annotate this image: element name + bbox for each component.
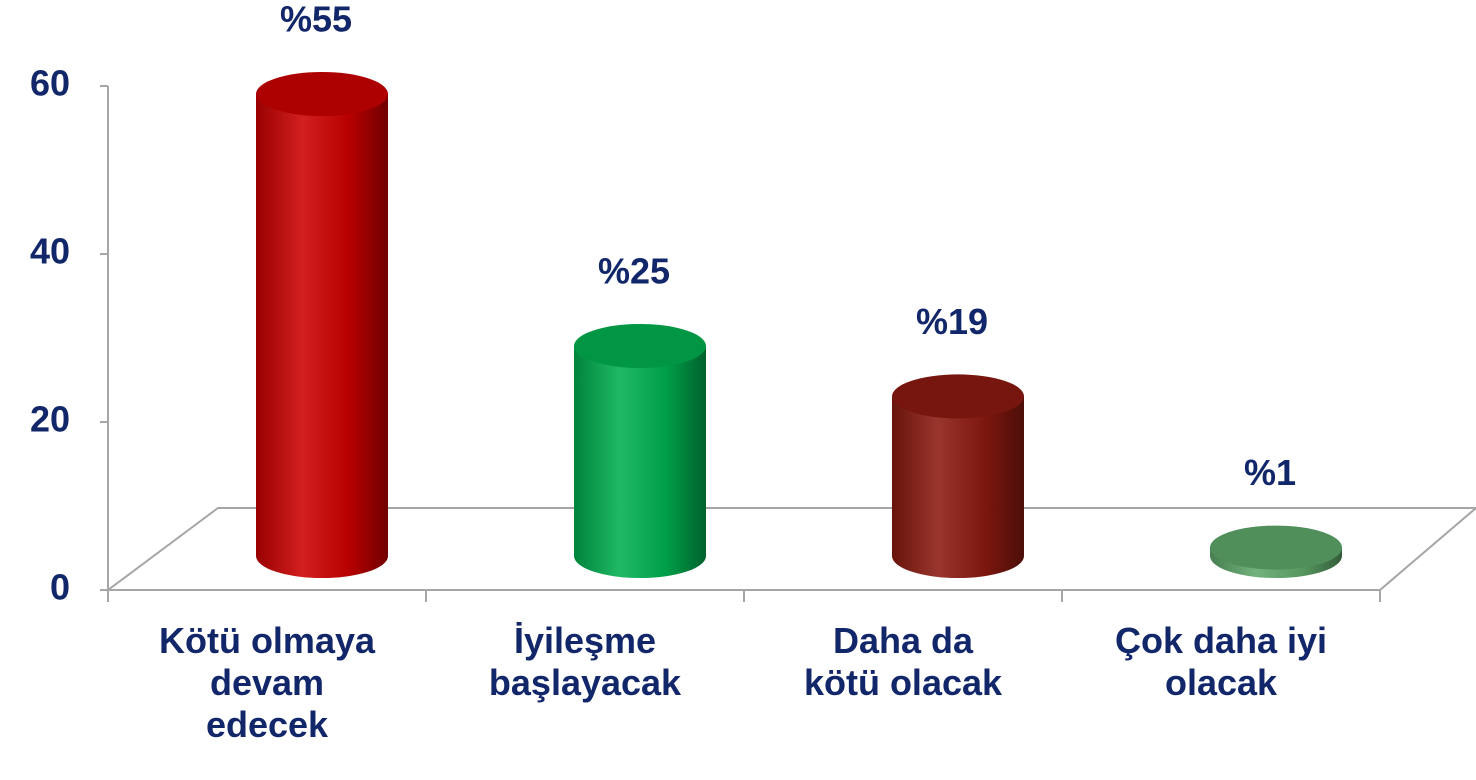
data-label: %55 <box>280 0 352 40</box>
bar-top <box>892 374 1024 419</box>
x-tick-label: İyileşme başlayacak <box>488 620 682 703</box>
data-label: %1 <box>1244 452 1296 493</box>
bar-top <box>1210 525 1342 570</box>
bar <box>256 72 388 578</box>
y-tick-label: 20 <box>30 399 70 440</box>
y-tick-label: 60 <box>30 63 70 104</box>
x-tick-label: Çok daha iyi olacak <box>1114 620 1328 703</box>
bar <box>1210 525 1342 578</box>
bar-top <box>574 324 706 368</box>
data-label: %19 <box>916 301 988 342</box>
bar <box>574 324 706 578</box>
bar-top <box>256 72 388 116</box>
bar-body <box>256 94 388 556</box>
bar-body <box>892 396 1024 556</box>
y-tick-label: 0 <box>50 567 70 608</box>
bar <box>892 374 1024 578</box>
x-tick-label: Daha da kötü olacak <box>803 620 1003 703</box>
x-tick-label: Kötü olmaya devam edecek <box>158 620 376 745</box>
data-label: %25 <box>598 251 670 292</box>
bar-body <box>574 346 706 556</box>
y-tick-label: 40 <box>30 231 70 272</box>
